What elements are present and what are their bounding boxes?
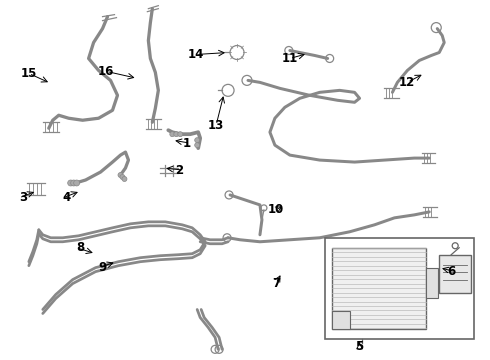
Circle shape (195, 138, 200, 143)
Text: 16: 16 (98, 65, 115, 78)
Circle shape (118, 172, 123, 177)
Text: 6: 6 (447, 265, 456, 278)
Text: 4: 4 (62, 192, 71, 204)
Bar (439, 255, 471, 293)
Text: 11: 11 (282, 52, 298, 65)
Text: 8: 8 (76, 241, 85, 254)
Circle shape (174, 132, 179, 137)
Text: 14: 14 (188, 48, 204, 61)
Bar (332, 311, 349, 329)
Text: 2: 2 (175, 163, 183, 176)
Text: 15: 15 (21, 67, 37, 80)
Circle shape (74, 180, 80, 186)
Circle shape (178, 132, 183, 137)
Text: 3: 3 (19, 192, 27, 204)
Circle shape (122, 176, 127, 181)
Circle shape (120, 175, 125, 180)
Text: 12: 12 (399, 76, 416, 89)
Text: 9: 9 (98, 261, 106, 274)
Text: 10: 10 (268, 203, 284, 216)
Circle shape (71, 180, 76, 186)
Text: 7: 7 (272, 277, 280, 290)
Circle shape (68, 180, 74, 186)
Text: 1: 1 (182, 137, 191, 150)
Circle shape (170, 132, 175, 137)
Bar (325, 238, 474, 339)
Text: 13: 13 (208, 119, 224, 132)
Bar (332, 248, 426, 329)
Text: 5: 5 (355, 340, 364, 353)
Bar (426, 268, 438, 298)
Circle shape (195, 143, 200, 148)
